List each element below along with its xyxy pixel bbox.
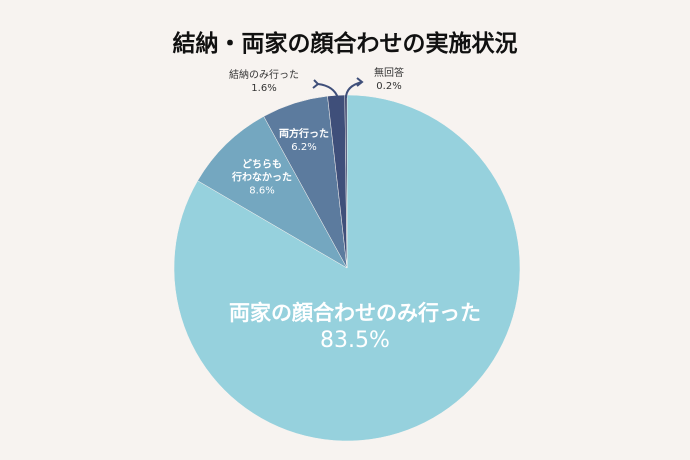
pie-slice xyxy=(197,116,348,269)
value-label: 83.5% xyxy=(320,328,390,354)
slice-label: 両方行った 6.2% xyxy=(279,128,329,154)
value-label: 0.2% xyxy=(376,81,402,92)
category-label: 無回答 xyxy=(374,68,404,79)
arrow xyxy=(317,83,339,99)
slice-label: 両家の顔合わせのみ行った 83.5% xyxy=(229,300,481,356)
arrow-head xyxy=(356,77,364,87)
category-label: 結納のみ行った xyxy=(229,70,299,81)
leader-arrows xyxy=(312,77,364,99)
arrow-head xyxy=(312,79,320,89)
value-label: 8.6% xyxy=(249,185,275,197)
slice-label: 無回答 0.2% xyxy=(374,67,404,93)
category-label: 両方行った xyxy=(279,129,329,140)
category-label: どちらも 行わなかった xyxy=(232,159,292,184)
value-label: 1.6% xyxy=(251,83,277,94)
category-label: 両家の顔合わせのみ行った xyxy=(229,301,481,326)
slice-label: どちらも 行わなかった 8.6% xyxy=(232,159,292,198)
value-label: 6.2% xyxy=(291,142,317,153)
slice-label: 結納のみ行った 1.6% xyxy=(229,69,299,95)
chart-title: 結納・両家の顔合わせの実施状況 xyxy=(172,31,518,57)
